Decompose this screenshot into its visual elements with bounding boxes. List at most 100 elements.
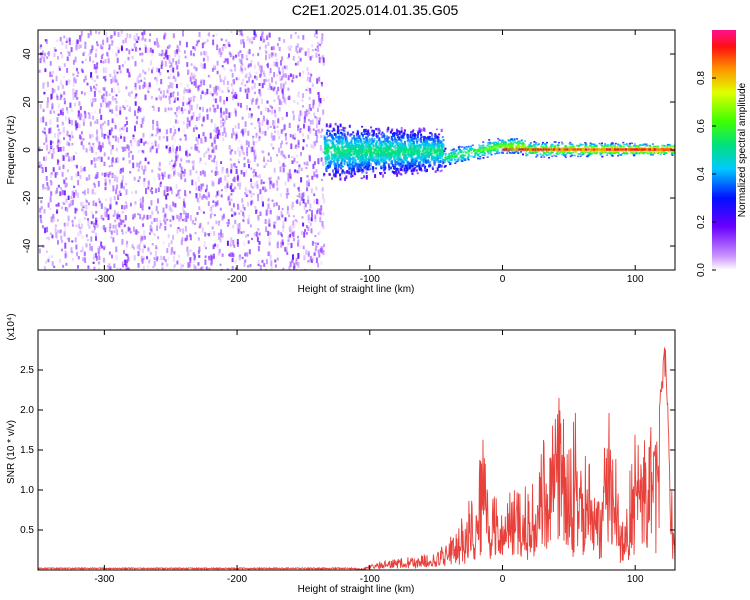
spectrogram-cell (394, 159, 397, 162)
spectrogram-cell (322, 109, 325, 115)
spectrogram-cell (215, 161, 218, 166)
spectrogram-cell (211, 93, 214, 97)
spectrogram-cell (53, 89, 56, 93)
spectrogram-cell (236, 224, 239, 230)
spectrogram-cell (232, 203, 235, 208)
spectrogram-cell (138, 106, 140, 112)
spectrogram-cell (296, 161, 299, 164)
spectrogram-cell (268, 83, 271, 89)
spectrogram-cell (211, 67, 214, 72)
spectrogram-cell (156, 217, 158, 223)
spectrogram-cell (522, 147, 525, 149)
spectrogram-cell (357, 166, 360, 171)
spectrogram-cell (383, 146, 385, 150)
spectrogram-cell (97, 251, 100, 257)
spectrogram-cell (372, 169, 375, 173)
spectrogram-cell (336, 136, 339, 140)
spectrogram-cell (181, 171, 184, 174)
spectrogram-cell (361, 148, 363, 151)
spectrogram-cell (126, 254, 129, 257)
spectrogram-cell (421, 157, 423, 161)
spectrogram-cell (142, 265, 145, 270)
spectrogram-cell (428, 164, 431, 168)
spectrogram-cell (108, 251, 111, 255)
spectrogram-cell (106, 208, 109, 213)
spectrogram-cell (119, 192, 122, 196)
spectrogram-cell (66, 252, 69, 257)
spectrogram-cell (401, 135, 403, 139)
spectrogram-cell (128, 159, 131, 164)
spectrogram-cell (317, 128, 320, 132)
spectrogram-cell (47, 258, 50, 263)
spectrogram-cell (386, 138, 389, 142)
spectrogram-cell (216, 128, 219, 131)
spectrogram-cell (39, 58, 42, 64)
spectrogram-cell (94, 109, 96, 114)
spectrogram-cell (336, 147, 339, 151)
spectrogram-cell (368, 158, 371, 161)
spectrogram-cell (221, 46, 224, 51)
spectrogram-cell (103, 87, 106, 92)
spectrogram-cell (317, 249, 320, 254)
spectrogram-cell (226, 58, 229, 63)
spectrogram-cell (385, 135, 388, 138)
spectrogram-cell (272, 147, 275, 150)
spectrogram-cell (279, 193, 282, 197)
spectrogram-cell (317, 208, 319, 213)
spectrogram-cell (98, 90, 101, 93)
spectrogram-cell (310, 188, 313, 194)
spectrogram-cell (308, 128, 311, 132)
spectrogram-cell (234, 186, 237, 190)
spectrogram-cell (179, 228, 182, 232)
spectrogram-cell (523, 145, 526, 148)
spectrogram-cell (198, 200, 201, 204)
spectrogram-cell (257, 228, 260, 231)
spectrogram-cell (294, 145, 297, 149)
spectrogram-cell (534, 152, 537, 155)
spectrogram-cell (135, 93, 138, 96)
spectrogram-cell (307, 52, 310, 59)
spectrogram-cell (400, 173, 403, 176)
spectrogram-cell (92, 98, 95, 103)
spectrogram-cell (334, 167, 336, 170)
spectrogram-cell (321, 128, 324, 132)
spectrogram-cell (43, 131, 46, 135)
spectrogram-cell (407, 150, 410, 153)
spectrogram-cell (138, 243, 141, 250)
spectrogram-cell (233, 179, 236, 183)
spectrogram-cell (303, 123, 305, 129)
spectrogram-cell (240, 65, 243, 71)
spectrogram-cell (414, 166, 416, 169)
spectrogram-cell (110, 35, 113, 39)
spectrogram-cell (375, 162, 378, 166)
spectrogram-cell (158, 87, 161, 92)
spectrogram-cell (43, 82, 46, 85)
spectrogram-cell (115, 74, 118, 80)
spectrogram-cell (409, 131, 412, 134)
spectrogram-cell (366, 161, 369, 163)
spectrogram-cell (240, 170, 243, 175)
spectrogram-cell (618, 143, 621, 146)
spectrogram-cell (205, 184, 208, 191)
spectrogram-cell (211, 142, 214, 147)
spectrogram-cell (269, 156, 272, 163)
spectrogram-cell (159, 225, 161, 229)
spectrogram-cell (426, 152, 429, 157)
spectrogram-cell (486, 144, 489, 146)
spectrogram-cell (325, 131, 328, 135)
spectrogram-cell (239, 50, 242, 53)
spectrogram-cell (254, 91, 256, 95)
spectrogram-cell (76, 68, 78, 72)
spectrogram-cell (277, 86, 280, 91)
spectrogram-cell (318, 103, 321, 108)
spectrogram-cell (273, 99, 276, 102)
spectrogram-cell (243, 261, 246, 267)
spectrogram-cell (219, 78, 222, 83)
spectrogram-cell (99, 44, 102, 49)
spectrogram-cell (118, 190, 121, 194)
spectrogram-cell (234, 66, 237, 72)
spectrogram-cell (325, 167, 328, 170)
spectrogram-cell (105, 172, 108, 177)
spectrogram-cell (98, 261, 101, 265)
spectrogram-cell (333, 174, 335, 178)
